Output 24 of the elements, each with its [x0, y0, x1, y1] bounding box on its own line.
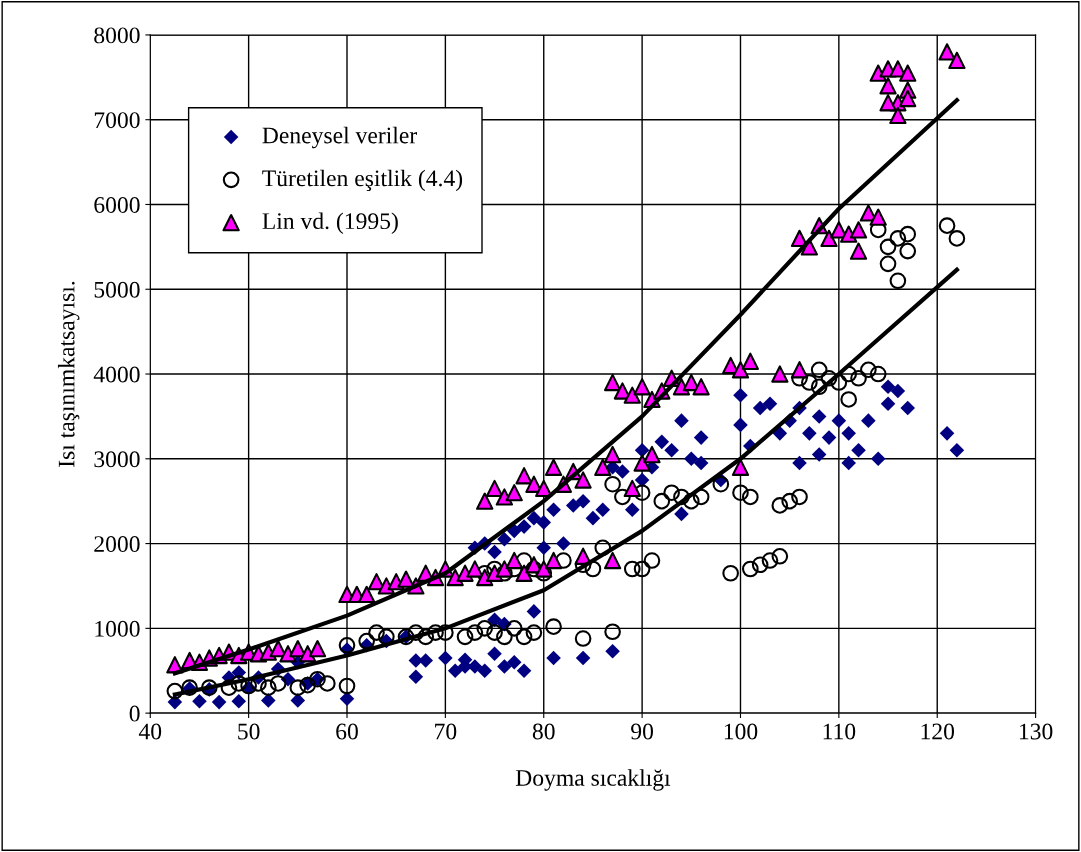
- y-tick-label: 1000: [95, 620, 140, 637]
- x-tick-label: 110: [823, 723, 856, 740]
- legend-label: Lin vd. (1995): [262, 212, 398, 234]
- x-tick-label: 130: [1019, 723, 1053, 740]
- x-tick-label: 90: [631, 723, 654, 740]
- legend-label: Deneysel veriler: [262, 126, 417, 149]
- x-tick-label: 100: [724, 723, 758, 740]
- y-tick-label: 8000: [94, 27, 140, 44]
- x-tick-label: 80: [532, 723, 555, 740]
- y-tick-label: 7000: [94, 112, 140, 129]
- y-tick-label: 0: [129, 705, 140, 722]
- y-axis-title: Isı taşınımkatsayısı.: [57, 281, 80, 467]
- x-tick-label: 120: [921, 723, 955, 740]
- legend-label: Türetilen eşitlik (4.4): [262, 169, 463, 192]
- y-tick-label: 6000: [94, 196, 140, 213]
- x-tick-label: 50: [238, 723, 260, 740]
- x-tick-label: 60: [336, 723, 358, 740]
- y-tick-label: 2000: [94, 536, 140, 552]
- x-axis-title: Doyma sıcaklığı: [515, 769, 671, 791]
- x-tick-label: 70: [435, 723, 457, 740]
- x-tick-label: 40: [138, 723, 162, 740]
- y-tick-label: 4000: [93, 366, 140, 383]
- y-tick-label: 3000: [94, 451, 140, 468]
- y-tick-label: 5000: [94, 281, 140, 298]
